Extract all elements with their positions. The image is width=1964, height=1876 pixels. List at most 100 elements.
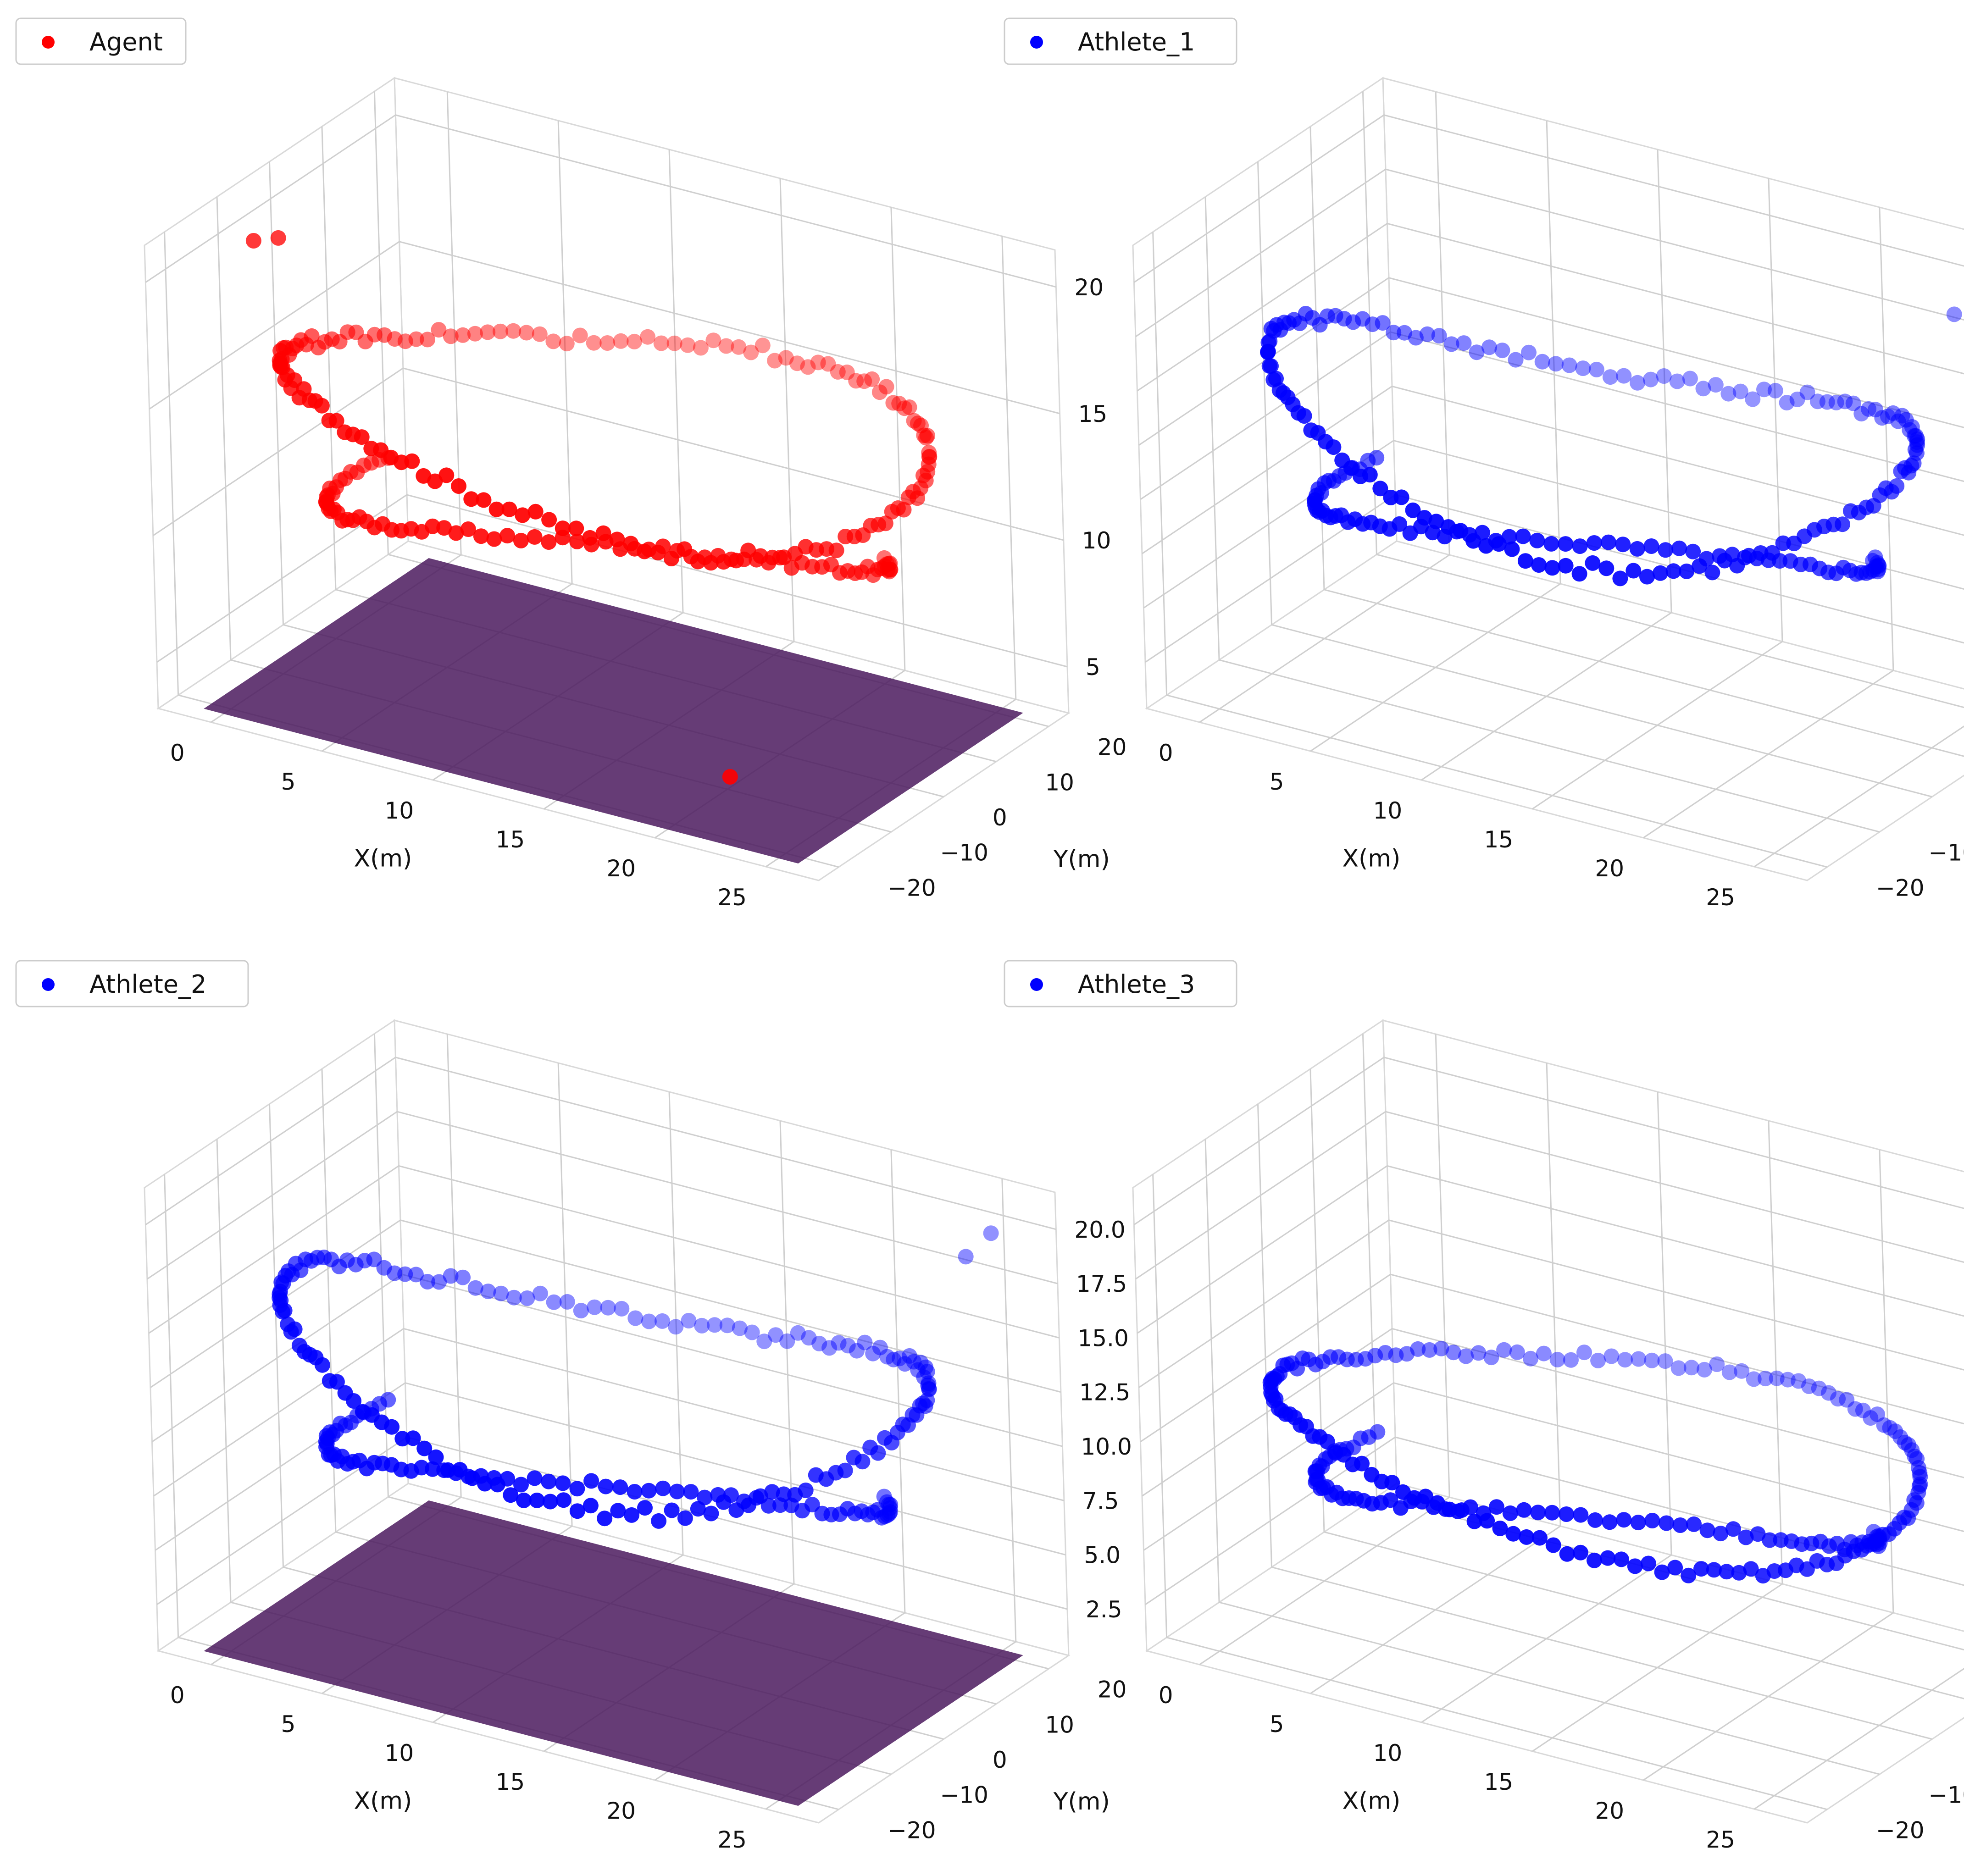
data-point: [1405, 502, 1421, 518]
data-point: [436, 1462, 452, 1478]
data-point: [329, 1374, 345, 1390]
data-point: [1576, 1345, 1592, 1361]
data-point: [467, 1280, 483, 1296]
data-point: [627, 541, 643, 557]
data-point: [583, 537, 599, 553]
data-point: [1847, 1401, 1863, 1417]
legend-label: Athlete_1: [1078, 28, 1195, 56]
data-point: [1483, 1350, 1499, 1366]
y-tick-label: 0: [993, 1747, 1007, 1773]
data-point: [1617, 1352, 1633, 1368]
data-point: [1501, 529, 1517, 545]
data-point: [455, 1269, 471, 1285]
legend-label: Athlete_3: [1078, 970, 1195, 999]
data-point: [428, 1449, 444, 1465]
data-point: [1799, 384, 1815, 400]
data-point: [1573, 1507, 1589, 1523]
data-point: [384, 1419, 400, 1435]
data-point: [856, 373, 872, 389]
data-point: [1600, 534, 1616, 550]
data-point: [683, 1484, 699, 1500]
data-point: [518, 325, 534, 341]
data-point: [1492, 1521, 1508, 1536]
data-point: [431, 322, 447, 338]
data-point: [703, 1505, 719, 1522]
data-point: [710, 1487, 726, 1503]
data-point: [1517, 553, 1533, 569]
data-point: [821, 1340, 838, 1356]
y-tick-label: 20: [1098, 734, 1127, 761]
data-point: [1720, 386, 1737, 402]
legend: Agent: [15, 17, 187, 65]
series-Athlete_3: [1262, 1340, 1928, 1584]
data-point: [839, 364, 855, 380]
data-point: [1681, 1567, 1697, 1583]
data-point: [404, 453, 420, 469]
data-point: [896, 502, 912, 518]
data-point: [1654, 1564, 1670, 1580]
data-point: [1830, 1391, 1846, 1407]
data-point: [707, 1317, 723, 1333]
data-point: [1536, 1345, 1552, 1361]
data-point: [1543, 536, 1559, 552]
data-point: [1865, 553, 1881, 569]
data-point: [1659, 1515, 1675, 1531]
legend-marker: [1030, 978, 1043, 991]
data-point: [1766, 1563, 1782, 1579]
data-point: [1672, 1517, 1688, 1533]
data-point: [680, 337, 696, 353]
data-point: [612, 1479, 628, 1495]
data-point: [488, 501, 505, 517]
data-point: [1437, 529, 1453, 545]
data-point: [1737, 549, 1753, 565]
x-tick-label: 25: [1706, 1826, 1735, 1853]
data-point: [1426, 1499, 1442, 1515]
data-point: [1545, 1537, 1561, 1553]
data-point: [778, 350, 794, 366]
data-point: [583, 1498, 599, 1514]
data-point: [1876, 1417, 1892, 1433]
data-point: [897, 1356, 913, 1372]
data-point: [610, 1503, 626, 1519]
data-point: [1603, 1348, 1620, 1364]
data-point: [840, 1338, 856, 1354]
z-tick-label: 12.5: [1079, 1379, 1130, 1406]
data-point: [1534, 354, 1550, 370]
data-point: [1421, 1342, 1437, 1358]
data-point: [705, 332, 721, 349]
data-point: [505, 323, 522, 339]
z-tick-label: 5.0: [1084, 1542, 1121, 1569]
y-tick-label: −20: [888, 874, 936, 901]
data-point: [1616, 368, 1632, 384]
x-tick-label: 5: [1270, 769, 1284, 795]
data-point: [572, 327, 588, 343]
data-point: [1756, 382, 1772, 398]
data-point: [1865, 1524, 1881, 1540]
y-tick-label: −20: [1876, 1817, 1925, 1843]
data-point: [1508, 352, 1524, 368]
data-point: [463, 491, 479, 507]
data-point: [694, 1317, 710, 1334]
data-point: [1470, 1345, 1487, 1361]
data-point: [1667, 1560, 1683, 1576]
x-tick-label: 0: [1159, 740, 1173, 766]
x-axis-label: X(m): [354, 845, 412, 872]
panel-2: 0510152025−20−10010202.55.07.510.012.515…: [1004, 17, 1964, 911]
data-point: [767, 353, 783, 369]
data-point: [1425, 525, 1441, 541]
data-point: [651, 1513, 667, 1529]
data-point: [895, 1417, 911, 1433]
data-point: [1801, 1378, 1817, 1394]
data-point: [886, 1351, 902, 1367]
x-tick-label: 10: [385, 1740, 414, 1766]
data-point: [1326, 439, 1342, 455]
data-point: [1884, 484, 1900, 500]
data-point: [1775, 535, 1791, 551]
legend-marker: [1030, 36, 1043, 49]
legend-marker: [42, 36, 55, 49]
z-tick-label: 15: [1078, 401, 1108, 427]
data-point: [849, 1343, 865, 1359]
data-point: [1372, 481, 1388, 497]
data-point: [664, 1502, 680, 1518]
data-point: [1657, 1353, 1673, 1369]
